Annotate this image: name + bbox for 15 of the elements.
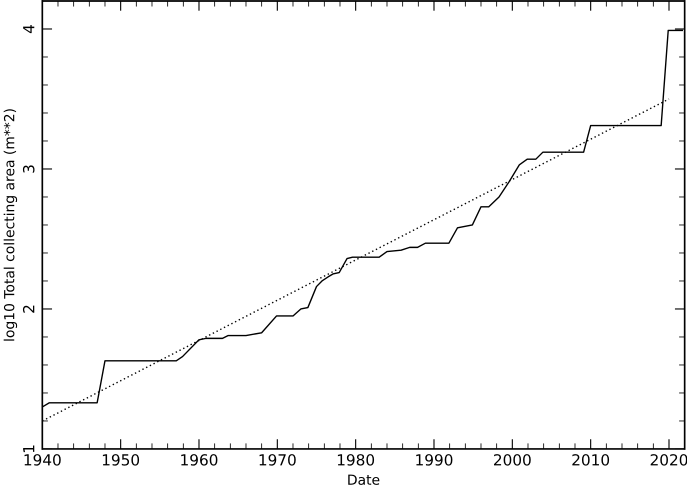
x-tick-label: 1940 — [24, 454, 61, 466]
y-tick-label: 4 — [23, 24, 34, 34]
y-tick-label: 1 — [23, 446, 34, 452]
x-tick-label: 2000 — [494, 454, 531, 466]
x-axis-title: Date — [348, 474, 380, 485]
x-tick-label: 1970 — [260, 454, 296, 466]
x-tick-label: 1980 — [338, 454, 374, 466]
y-axis-title: log10 Total collecting area (m**2) — [4, 109, 18, 341]
x-tick-label: 2020 — [650, 454, 687, 466]
x-tick-label: 1950 — [102, 454, 140, 466]
x-tick-label: 2010 — [572, 454, 610, 466]
x-tick-label: 1990 — [416, 454, 452, 466]
y-tick-label: 2 — [22, 306, 34, 313]
y-tick-label: 3 — [22, 165, 34, 173]
x-tick-label: 1960 — [181, 454, 218, 466]
